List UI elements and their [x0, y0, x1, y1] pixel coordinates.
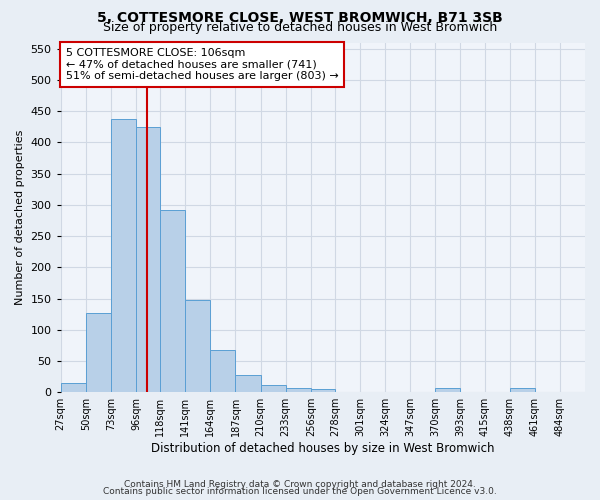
Bar [286, 388, 311, 392]
Y-axis label: Number of detached properties: Number of detached properties [15, 130, 25, 305]
Bar [211, 350, 235, 392]
Bar [509, 388, 535, 392]
Text: Contains public sector information licensed under the Open Government Licence v3: Contains public sector information licen… [103, 487, 497, 496]
Bar [311, 389, 335, 392]
Text: Size of property relative to detached houses in West Bromwich: Size of property relative to detached ho… [103, 21, 497, 34]
Bar [185, 300, 211, 392]
Text: 5, COTTESMORE CLOSE, WEST BROMWICH, B71 3SB: 5, COTTESMORE CLOSE, WEST BROMWICH, B71 … [97, 11, 503, 25]
Bar [86, 313, 111, 392]
X-axis label: Distribution of detached houses by size in West Bromwich: Distribution of detached houses by size … [151, 442, 494, 455]
Bar [260, 386, 286, 392]
Text: Contains HM Land Registry data © Crown copyright and database right 2024.: Contains HM Land Registry data © Crown c… [124, 480, 476, 489]
Bar [136, 127, 160, 392]
Bar [61, 383, 86, 392]
Bar [235, 376, 260, 392]
Text: 5 COTTESMORE CLOSE: 106sqm
← 47% of detached houses are smaller (741)
51% of sem: 5 COTTESMORE CLOSE: 106sqm ← 47% of deta… [66, 48, 339, 81]
Bar [111, 118, 136, 392]
Bar [160, 210, 185, 392]
Bar [436, 388, 460, 392]
